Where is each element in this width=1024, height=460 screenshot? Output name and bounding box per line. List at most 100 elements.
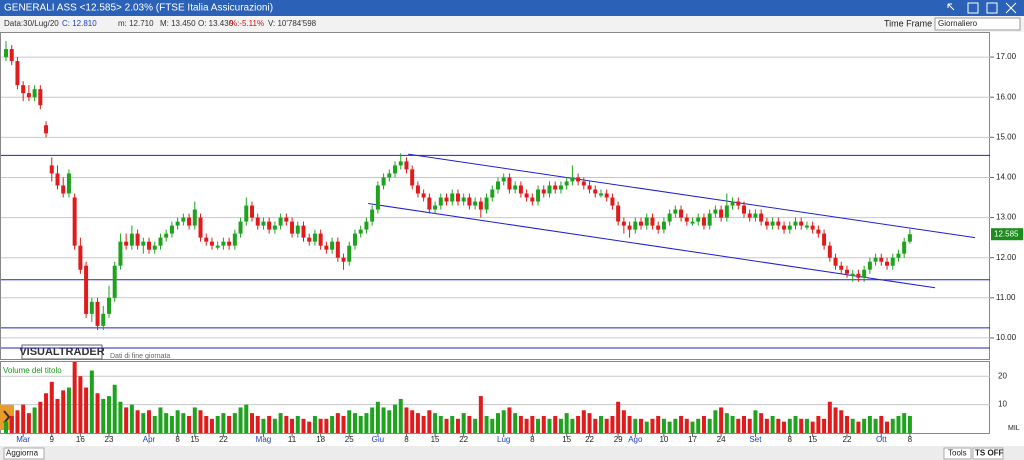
volume-bar (484, 415, 489, 433)
candle-body (398, 161, 403, 166)
candle-body (49, 165, 54, 174)
x-tick-label: 22 (843, 435, 852, 444)
candle-body (558, 185, 563, 190)
candle-body (129, 233, 134, 246)
ts-button[interactable] (972, 447, 1004, 460)
candle-body (627, 225, 632, 230)
volume-bar (890, 418, 895, 433)
candle-body (724, 205, 729, 218)
volume-bar (822, 418, 827, 433)
candle-body (450, 193, 455, 202)
x-tick-label: 8 (908, 435, 913, 444)
candle-body (793, 221, 798, 226)
volume-bar (124, 407, 129, 433)
volume-bar (701, 415, 706, 433)
volume-bar (747, 418, 752, 433)
volume-bar (547, 418, 552, 433)
time-frame-select[interactable] (934, 17, 1021, 31)
volume-bar (221, 413, 226, 433)
candle-body (461, 197, 466, 202)
candle-body (341, 257, 346, 262)
volume-bar (290, 418, 295, 433)
volume-bar (496, 413, 501, 433)
candle-body (307, 237, 312, 242)
volume-bar (404, 407, 409, 433)
candle-body (782, 225, 787, 230)
candle-body (370, 209, 375, 222)
volume-bar (44, 393, 49, 433)
volume-bar (232, 413, 237, 433)
info-bar (0, 16, 1024, 32)
candle-body (484, 197, 489, 210)
candle-body (169, 225, 174, 234)
candle-body (78, 245, 83, 270)
volume-bar (839, 410, 844, 433)
tools-button[interactable] (943, 447, 972, 460)
candle-body (862, 269, 867, 278)
volume-bar (707, 418, 712, 433)
candle-body (335, 241, 340, 258)
volume-bar (312, 415, 317, 433)
volume-title: Volume del titolo (3, 366, 62, 375)
candle-body (9, 49, 14, 62)
volume-bar (238, 407, 243, 433)
volume-bar (576, 415, 581, 433)
volume-bar (215, 415, 220, 433)
brand-box (21, 344, 103, 360)
volume-bar (616, 401, 621, 433)
candle-body (410, 169, 415, 186)
candle-body (181, 217, 186, 222)
refresh-button[interactable] (3, 447, 45, 460)
volume-bar (759, 413, 764, 433)
volume-bar (478, 396, 483, 433)
volume-bar (267, 415, 272, 433)
volume-bar (764, 418, 769, 433)
candle-body (55, 173, 60, 186)
volume-bar (684, 418, 689, 433)
volume-bar (873, 418, 878, 433)
candle-body (873, 257, 878, 262)
y-tick-label: 13.00 (996, 213, 1017, 222)
candle-body (84, 265, 89, 314)
volume-bar (152, 415, 157, 433)
volume-bar (158, 407, 163, 433)
x-tick-label: 18 (316, 435, 325, 444)
volume-bar (141, 413, 146, 433)
candle-body (753, 213, 758, 218)
volume-bar (72, 362, 77, 433)
candle-body (564, 181, 569, 186)
x-tick-label: Mag (256, 435, 272, 444)
x-tick-label: 22 (219, 435, 228, 444)
x-tick-label: Ott (876, 435, 887, 444)
time-frame: Giornaliero (938, 19, 978, 28)
candle-body (547, 185, 552, 194)
volume-bar (793, 415, 798, 433)
x-tick-label: 22 (585, 435, 594, 444)
volume-bar (598, 415, 603, 433)
candle-body (736, 201, 741, 206)
candle-body (318, 233, 323, 246)
volume-bar (26, 413, 31, 433)
candle-body (192, 209, 197, 226)
candle-body (713, 209, 718, 214)
info-field: M: 13.450 (160, 19, 196, 28)
volume-bar (673, 418, 678, 433)
candle-body (616, 205, 621, 222)
candle-body (387, 173, 392, 178)
volume-bar (885, 421, 890, 433)
x-tick-label: 25 (345, 435, 354, 444)
volume-bar (650, 418, 655, 433)
volume-bar (810, 421, 815, 433)
candle-body (244, 205, 249, 222)
x-tick-label: 24 (717, 435, 726, 444)
y-tick-label: 20 (998, 371, 1007, 380)
candle-body (26, 93, 31, 98)
candle-body (553, 185, 558, 190)
y-tick-label: 14.00 (996, 173, 1017, 182)
volume-bar (175, 410, 180, 433)
candle-body (776, 221, 781, 226)
volume-bar (776, 418, 781, 433)
window-controls[interactable] (947, 2, 1017, 14)
info-field: %:-5.11% (230, 19, 264, 28)
candle-body (896, 253, 901, 258)
